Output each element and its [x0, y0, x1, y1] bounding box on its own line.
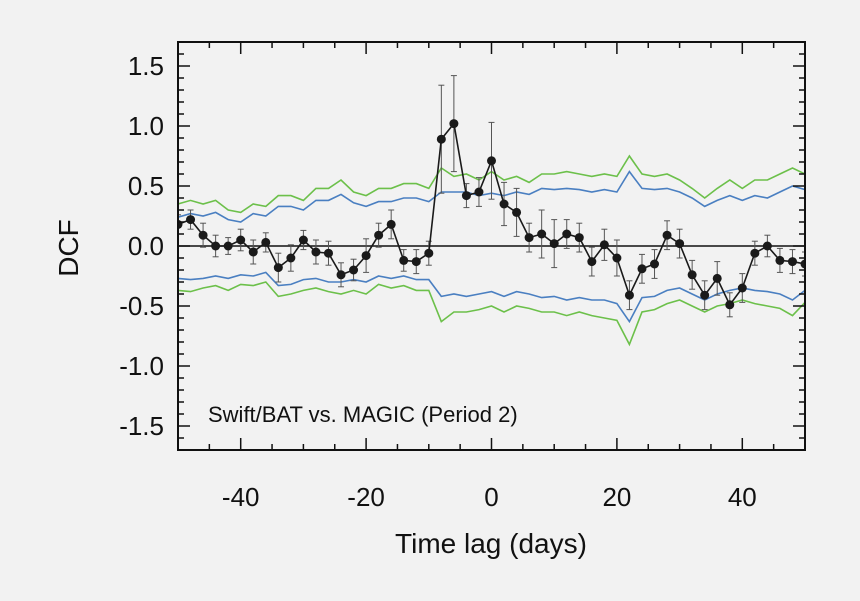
dcf-point [198, 230, 208, 240]
dcf-point [562, 229, 572, 239]
x-axis-title: Time lag (days) [395, 528, 587, 559]
dcf-point [712, 273, 722, 283]
dcf-point [474, 187, 484, 197]
dcf-point [512, 207, 522, 217]
y-tick-label: -1.0 [119, 351, 164, 381]
x-tick-label: -40 [222, 482, 260, 512]
dcf-point [374, 230, 384, 240]
dcf-point [662, 230, 672, 240]
dcf-point [637, 264, 647, 274]
band-band-lower-inner [178, 271, 805, 324]
y-tick-label: 1.0 [128, 111, 164, 141]
axis-ticks [177, 41, 806, 451]
y-tick-label: 1.5 [128, 51, 164, 81]
dcf-point [587, 257, 597, 267]
y-tick-label: 0.5 [128, 171, 164, 201]
dcf-point [737, 283, 747, 293]
dcf-point [549, 239, 559, 249]
dcf-point [499, 199, 509, 209]
dcf-point [725, 300, 735, 310]
chart-annotation: Swift/BAT vs. MAGIC (Period 2) [208, 402, 518, 427]
dcf-point [436, 134, 446, 144]
dcf-point [574, 233, 584, 243]
dcf-point [424, 248, 434, 258]
dcf-point [261, 237, 271, 247]
y-tick-labels: 1.5 1.0 0.5 0.0 -0.5 -1.0 -1.5 [119, 51, 164, 441]
dcf-point [524, 233, 534, 243]
x-tick-label: 20 [602, 482, 631, 512]
dcf-point [537, 229, 547, 239]
y-tick-label: 0.0 [128, 231, 164, 261]
dcf-point [449, 119, 459, 129]
x-tick-label: -20 [347, 482, 385, 512]
y-axis-title: DCF [53, 219, 84, 277]
dcf-point [323, 248, 333, 258]
dcf-point [700, 290, 710, 300]
dcf-point [800, 259, 805, 269]
dcf-point [336, 270, 346, 280]
band-band-lower-outer [178, 281, 805, 347]
dcf-point [386, 219, 396, 229]
dcf-point [399, 255, 409, 265]
dcf-point [211, 241, 221, 251]
dcf-point [236, 235, 246, 245]
dcf-point [762, 241, 772, 251]
x-tick-labels: -40 -20 0 20 40 [222, 482, 757, 512]
dcf-point [461, 191, 471, 201]
dcf-point [624, 290, 634, 300]
dcf-point [273, 263, 283, 273]
y-tick-label: -0.5 [119, 291, 164, 321]
dcf-point [675, 239, 685, 249]
dcf-point [750, 248, 760, 258]
dcf-point [411, 257, 421, 267]
dcf-point [311, 247, 321, 257]
dcf-series [178, 119, 805, 310]
x-tick-label: 40 [728, 482, 757, 512]
dcf-point [599, 240, 609, 250]
dcf-point [612, 253, 622, 263]
dcf-point [298, 235, 308, 245]
dcf-point [286, 253, 296, 263]
dcf-point [248, 247, 258, 257]
dcf-point [361, 251, 371, 261]
dcf-point [775, 255, 785, 265]
dcf-point [223, 241, 233, 251]
dcf-point [487, 156, 496, 166]
dcf-point [650, 259, 660, 269]
y-tick-label: -1.5 [119, 411, 164, 441]
dcf-point [787, 257, 797, 267]
dcf-point [186, 215, 196, 225]
x-tick-label: 0 [484, 482, 498, 512]
dcf-point [349, 265, 359, 275]
dcf-point [687, 270, 697, 280]
